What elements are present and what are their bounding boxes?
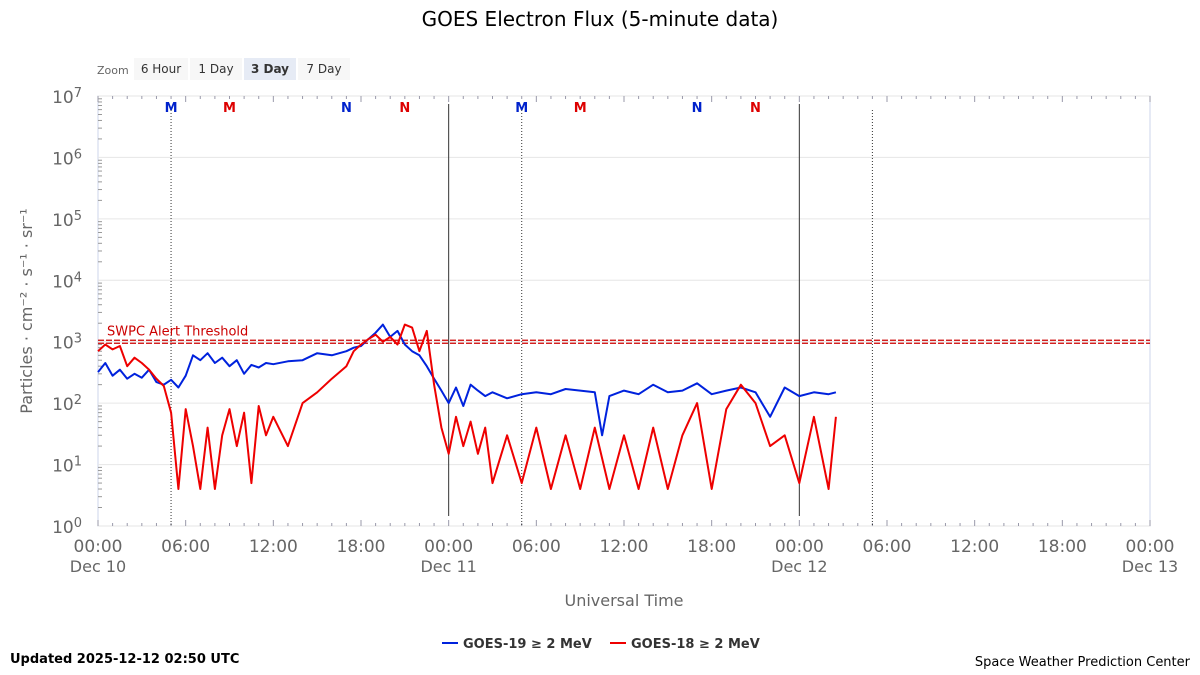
- y-tick-base: 10: [52, 88, 74, 108]
- day-separator-lines: [448, 104, 800, 516]
- x-tick-date: Dec 10: [70, 557, 126, 576]
- y-tick-exp: 4: [74, 270, 82, 285]
- y-tick-exp: 6: [74, 147, 82, 162]
- zoom-button-6-hour[interactable]: 6 Hour: [134, 58, 188, 80]
- y-tick-exp: 5: [74, 209, 82, 224]
- minor-ticks: [97, 96, 1151, 526]
- x-tick-time: 18:00: [337, 537, 386, 557]
- y-tick-label: 104: [52, 270, 82, 292]
- x-tick-time: 18:00: [1038, 537, 1087, 557]
- zoom-button-label: 3 Day: [251, 62, 289, 76]
- y-tick-base: 10: [52, 334, 74, 354]
- chart-title: GOES Electron Flux (5-minute data): [422, 7, 779, 31]
- orbit-marker-label: M: [515, 101, 528, 116]
- y-tick-exp: 7: [74, 86, 82, 101]
- orbit-marker-label: M: [223, 101, 236, 116]
- y-tick-label: 105: [52, 209, 82, 231]
- legend-label: GOES-19 ≥ 2 MeV: [463, 637, 592, 652]
- orbit-marker-label: N: [750, 101, 761, 116]
- zoom-button-3-day[interactable]: 3 Day: [244, 58, 296, 80]
- series-line-goes-18: [97, 323, 837, 490]
- x-tick-date: Dec 13: [1122, 557, 1178, 576]
- y-tick-base: 10: [52, 518, 74, 538]
- y-tick-label: 101: [52, 455, 82, 477]
- threshold-label: SWPC Alert Threshold: [107, 325, 248, 340]
- zoom-button-7-day[interactable]: 7 Day: [298, 58, 350, 80]
- plot-area: [97, 95, 1151, 527]
- updated-timestamp: Updated 2025-12-12 02:50 UTC: [10, 652, 240, 667]
- zoom-button-bg: [244, 58, 296, 80]
- legend-item-goes-19[interactable]: GOES-19 ≥ 2 MeV: [442, 637, 592, 652]
- credit-text: Space Weather Prediction Center: [974, 655, 1190, 670]
- x-tick-time: 12:00: [950, 537, 999, 557]
- zoom-button-1-day[interactable]: 1 Day: [190, 58, 242, 80]
- x-tick-time: 00:00: [1126, 537, 1175, 557]
- orbit-marker-label: N: [692, 101, 703, 116]
- legend: GOES-19 ≥ 2 MeV GOES-18 ≥ 2 MeV: [442, 637, 760, 652]
- zoom-button-label: 1 Day: [198, 62, 233, 76]
- y-tick-exp: 2: [74, 393, 82, 408]
- y-tick-base: 10: [52, 395, 74, 415]
- y-tick-base: 10: [52, 149, 74, 169]
- y-tick-label: 103: [52, 332, 82, 354]
- y-tick-label: 100: [52, 516, 82, 538]
- x-axis-label: Universal Time: [564, 591, 683, 610]
- orbit-marker-label: M: [165, 101, 178, 116]
- y-tick-base: 10: [52, 272, 74, 292]
- legend-label: GOES-18 ≥ 2 MeV: [631, 637, 760, 652]
- y-tick-label: 102: [52, 393, 82, 415]
- x-tick-time: 12:00: [600, 537, 649, 557]
- zoom-button-bg: [298, 58, 350, 80]
- orbit-marker-label: N: [399, 101, 410, 116]
- x-tick-time: 00:00: [424, 537, 473, 557]
- y-axis-label: Particles · cm⁻² · s⁻¹ · sr⁻¹: [17, 208, 36, 413]
- x-tick-time: 06:00: [161, 537, 210, 557]
- legend-item-goes-18[interactable]: GOES-18 ≥ 2 MeV: [610, 637, 760, 652]
- x-tick-date: Dec 12: [771, 557, 827, 576]
- series-line-goes-19: [97, 323, 837, 437]
- zoom-label: Zoom: [97, 64, 129, 77]
- y-tick-base: 10: [52, 211, 74, 231]
- zoom-button-label: 6 Hour: [141, 62, 181, 76]
- series-lines: [97, 323, 837, 490]
- alert-threshold: SWPC Alert Threshold: [98, 325, 1150, 344]
- y-tick-exp: 1: [74, 455, 82, 470]
- zoom-control: Zoom 6 Hour 1 Day 3 Day 7 Day: [97, 58, 350, 80]
- y-tick-base: 10: [52, 457, 74, 477]
- x-tick-date: Dec 11: [420, 557, 476, 576]
- zoom-button-label: 7 Day: [306, 62, 341, 76]
- x-tick-time: 12:00: [249, 537, 298, 557]
- x-tick-time: 00:00: [775, 537, 824, 557]
- orbit-marker-label: N: [341, 101, 352, 116]
- y-tick-exp: 3: [74, 332, 82, 347]
- y-tick-label: 106: [52, 147, 82, 169]
- marker-lines: [170, 110, 873, 526]
- orbit-marker-label: M: [574, 101, 587, 116]
- x-tick-time: 18:00: [687, 537, 736, 557]
- x-tick-time: 06:00: [863, 537, 912, 557]
- zoom-button-bg: [134, 58, 188, 80]
- zoom-button-bg: [190, 58, 242, 80]
- x-tick-time: 06:00: [512, 537, 561, 557]
- x-tick-time: 00:00: [74, 537, 123, 557]
- y-tick-exp: 0: [74, 516, 82, 531]
- y-tick-label: 107: [52, 86, 82, 108]
